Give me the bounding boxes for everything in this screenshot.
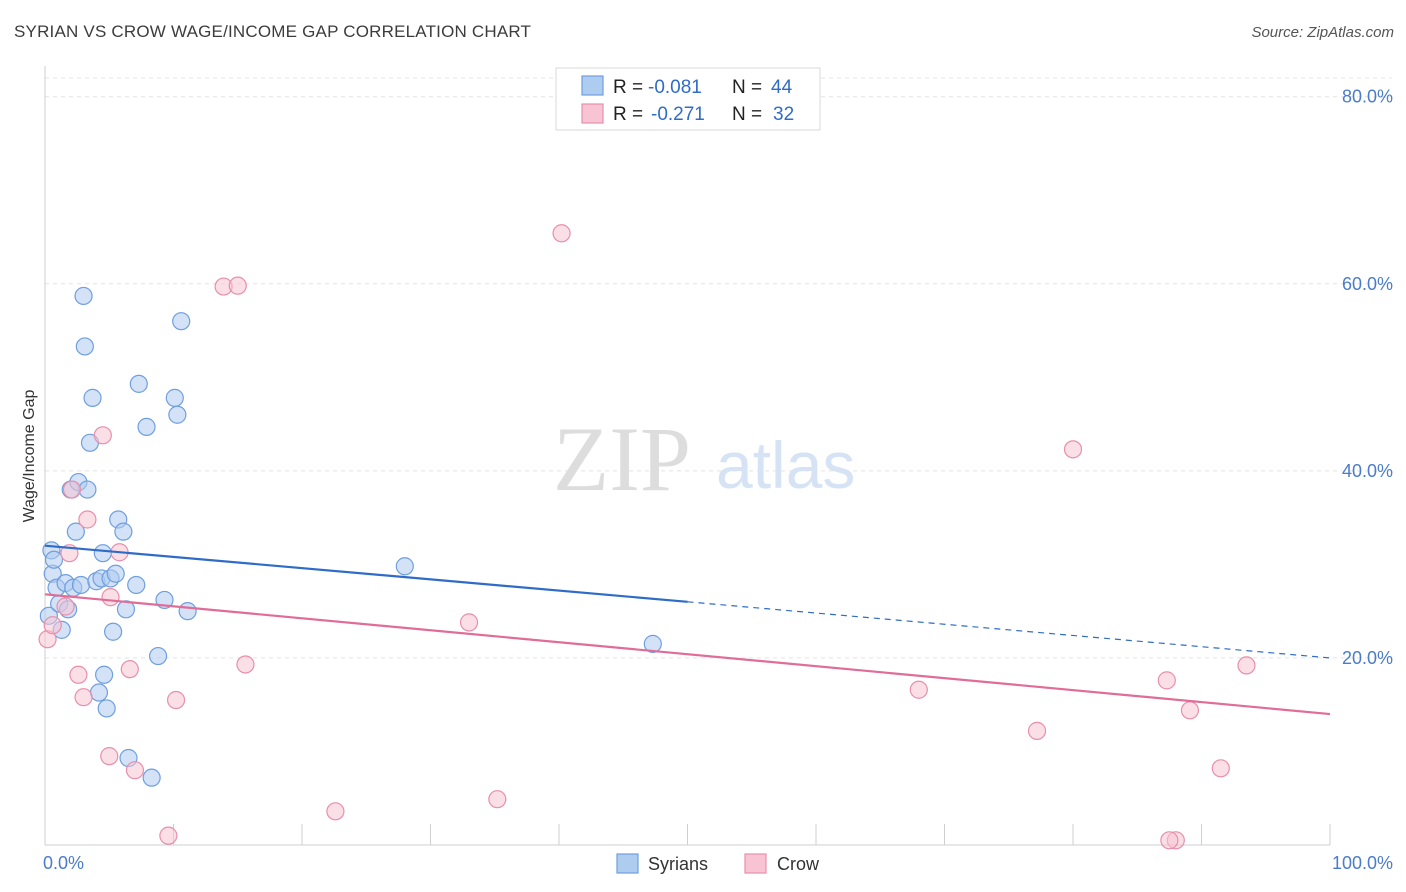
legend-n-value-0: 44: [771, 77, 793, 98]
y-tick-label-20: 20.0%: [1342, 648, 1393, 668]
legend-r-value-1: -0.271: [651, 104, 705, 125]
point-crow-17: [228, 276, 247, 295]
y-tick-label-80: 80.0%: [1342, 87, 1393, 107]
data-points: [38, 224, 1256, 850]
legend-r-label-0: R =: [613, 77, 643, 98]
point-crow-20: [459, 613, 479, 632]
point-syrians-40: [172, 312, 191, 331]
grid-lines: [45, 77, 1392, 659]
y-axis-label: Wage/Income Gap: [21, 390, 38, 523]
x-tick-label-100: 100.0%: [1332, 853, 1393, 873]
point-syrians-36: [148, 646, 168, 666]
point-crow-14: [159, 826, 178, 845]
point-syrians-35: [142, 768, 161, 787]
legend-swatch-syrians: [581, 75, 604, 96]
point-syrians-26: [104, 622, 123, 641]
point-syrians-3: [44, 550, 64, 569]
trendlines: [44, 544, 1331, 716]
legend-n-value-1: 32: [773, 104, 794, 125]
point-crow-28: [1160, 831, 1179, 850]
point-crow-5: [69, 665, 88, 684]
point-syrians-43: [643, 634, 662, 653]
point-crow-7: [78, 510, 97, 529]
point-crow-13: [125, 761, 145, 780]
x-tick-labels: 0.0% 100.0%: [43, 853, 1393, 873]
point-crow-15: [166, 690, 186, 710]
point-crow-23: [909, 680, 928, 699]
bottom-legend-label-syrians: Syrians: [648, 854, 708, 874]
bottom-legend-label-crow: Crow: [777, 854, 820, 874]
axes: [44, 66, 1331, 846]
point-crow-25: [1063, 440, 1083, 459]
point-crow-10: [101, 588, 120, 607]
trendline-crow: [44, 593, 1331, 716]
point-syrians-42: [395, 557, 414, 576]
point-syrians-18: [83, 388, 102, 407]
y-tick-label-60: 60.0%: [1342, 274, 1393, 294]
legend-n-label-1: N =: [732, 104, 762, 125]
legend-n-label-0: N =: [732, 77, 762, 98]
point-syrians-13: [71, 575, 91, 595]
point-crow-1: [43, 616, 62, 635]
trendline-syrians: [44, 544, 688, 603]
point-syrians-14: [74, 286, 93, 306]
point-syrians-38: [165, 388, 184, 407]
x-tick-label-0: 0.0%: [43, 853, 84, 873]
bottom-legend-swatch-crow: [744, 853, 767, 874]
point-syrians-20: [89, 683, 109, 702]
point-syrians-33: [129, 374, 148, 393]
point-crow-21: [488, 790, 507, 809]
point-crow-12: [120, 660, 139, 679]
point-syrians-11: [66, 522, 85, 541]
point-syrians-32: [127, 575, 146, 595]
y-tick-label-40: 40.0%: [1342, 461, 1393, 481]
point-syrians-16: [78, 480, 97, 499]
point-crow-30: [1211, 759, 1230, 778]
legend: R = -0.081 N = 44 R = -0.271 N = 32: [555, 67, 821, 131]
point-crow-2: [56, 597, 75, 616]
legend-swatch-crow: [581, 103, 604, 124]
point-crow-24: [1027, 721, 1047, 740]
point-crow-31: [1237, 656, 1256, 675]
watermark-atlas: atlas: [716, 428, 855, 502]
point-syrians-22: [93, 544, 112, 563]
point-syrians-15: [75, 337, 94, 356]
watermark-zip: ZIP: [553, 408, 691, 510]
source-label: Source: ZipAtlas.com: [1251, 24, 1394, 41]
point-crow-19: [326, 802, 345, 821]
point-crow-6: [74, 688, 93, 707]
bottom-legend-swatch-syrians: [616, 853, 639, 874]
point-crow-22: [552, 224, 571, 243]
point-syrians-39: [168, 405, 187, 424]
chart-title: SYRIAN VS CROW WAGE/INCOME GAP CORRELATI…: [14, 22, 532, 41]
trendline-syrians-dashed: [687, 601, 1331, 659]
point-crow-26: [1157, 671, 1176, 690]
point-crow-29: [1180, 701, 1200, 720]
point-syrians-41: [178, 602, 197, 621]
point-syrians-27: [106, 564, 125, 583]
point-crow-18: [236, 655, 255, 674]
point-syrians-23: [95, 665, 114, 684]
legend-r-value-0: -0.081: [648, 77, 702, 98]
legend-r-label-1: R =: [613, 104, 643, 125]
point-crow-8: [93, 426, 112, 445]
point-crow-9: [100, 747, 119, 766]
watermark: ZIP atlas: [553, 408, 855, 510]
point-crow-4: [62, 480, 82, 499]
point-syrians-29: [114, 522, 133, 541]
y-tick-labels: 20.0% 40.0% 60.0% 80.0%: [1342, 87, 1393, 668]
point-syrians-24: [97, 699, 116, 718]
point-syrians-34: [137, 417, 156, 436]
bottom-legend: Syrians Crow: [616, 853, 820, 874]
